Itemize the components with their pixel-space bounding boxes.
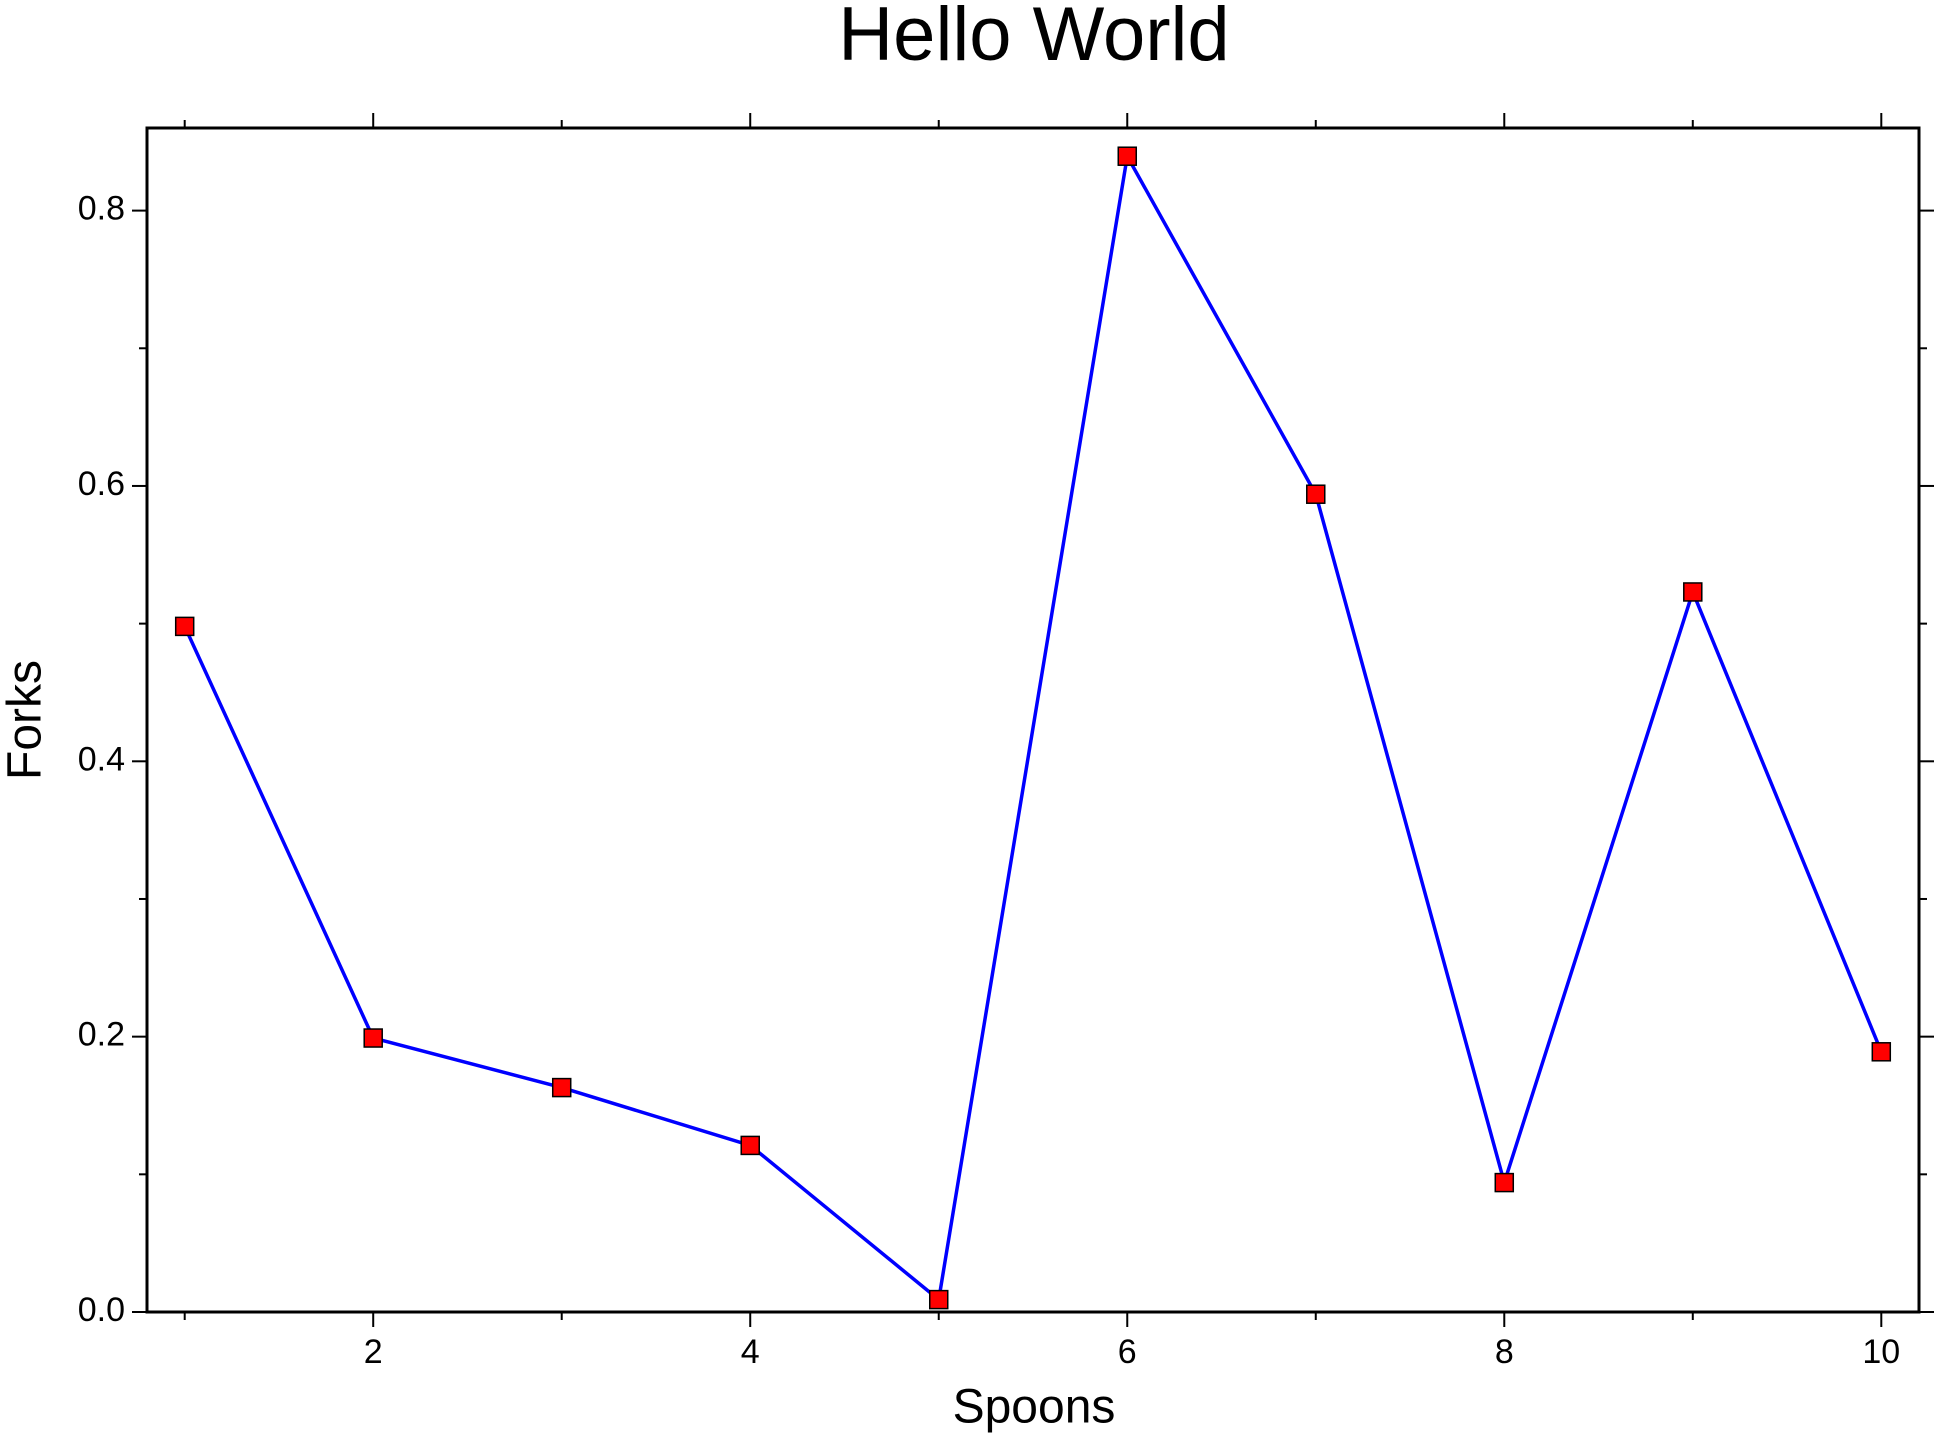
marker [363, 1028, 383, 1048]
line [183, 154, 1883, 1302]
plot-frame [145, 126, 1921, 1314]
marker [1117, 146, 1138, 166]
marker [551, 1077, 572, 1098]
marker [1306, 484, 1326, 504]
y-axis-label: Forks [0, 660, 52, 780]
y-tick-label: 0.0 [78, 1291, 125, 1329]
x-tick-label: 10 [1862, 1333, 1900, 1371]
y-tick-label: 0.6 [78, 465, 125, 503]
y-tick-label: 0.8 [78, 190, 125, 228]
y-tick-label: 0.2 [78, 1016, 125, 1054]
marker [1871, 1042, 1892, 1062]
y-tick-label: 0.4 [78, 740, 125, 778]
x-tick-label: 2 [364, 1333, 383, 1371]
marker [928, 1289, 949, 1310]
marker [740, 1135, 760, 1156]
x-tick-label: 4 [741, 1333, 760, 1371]
x-axis-label: Spoons [953, 1381, 1116, 1434]
marker [1494, 1172, 1515, 1193]
x-tick-label: 8 [1495, 1333, 1514, 1371]
x-tick-label: 6 [1118, 1333, 1137, 1371]
marker [174, 616, 195, 637]
chart-title: Hello World [838, 0, 1229, 77]
marker [1683, 582, 1703, 602]
